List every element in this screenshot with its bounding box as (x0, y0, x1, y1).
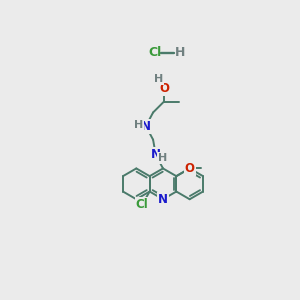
Text: H: H (134, 119, 144, 130)
Text: N: N (141, 120, 151, 133)
Text: H: H (158, 153, 167, 163)
Text: O: O (185, 162, 195, 175)
Text: Cl: Cl (148, 46, 161, 59)
Text: N: N (158, 193, 168, 206)
Text: Cl: Cl (136, 198, 148, 212)
Text: H: H (154, 74, 163, 84)
Text: N: N (151, 148, 161, 161)
Text: O: O (159, 82, 169, 95)
Text: H: H (175, 46, 185, 59)
